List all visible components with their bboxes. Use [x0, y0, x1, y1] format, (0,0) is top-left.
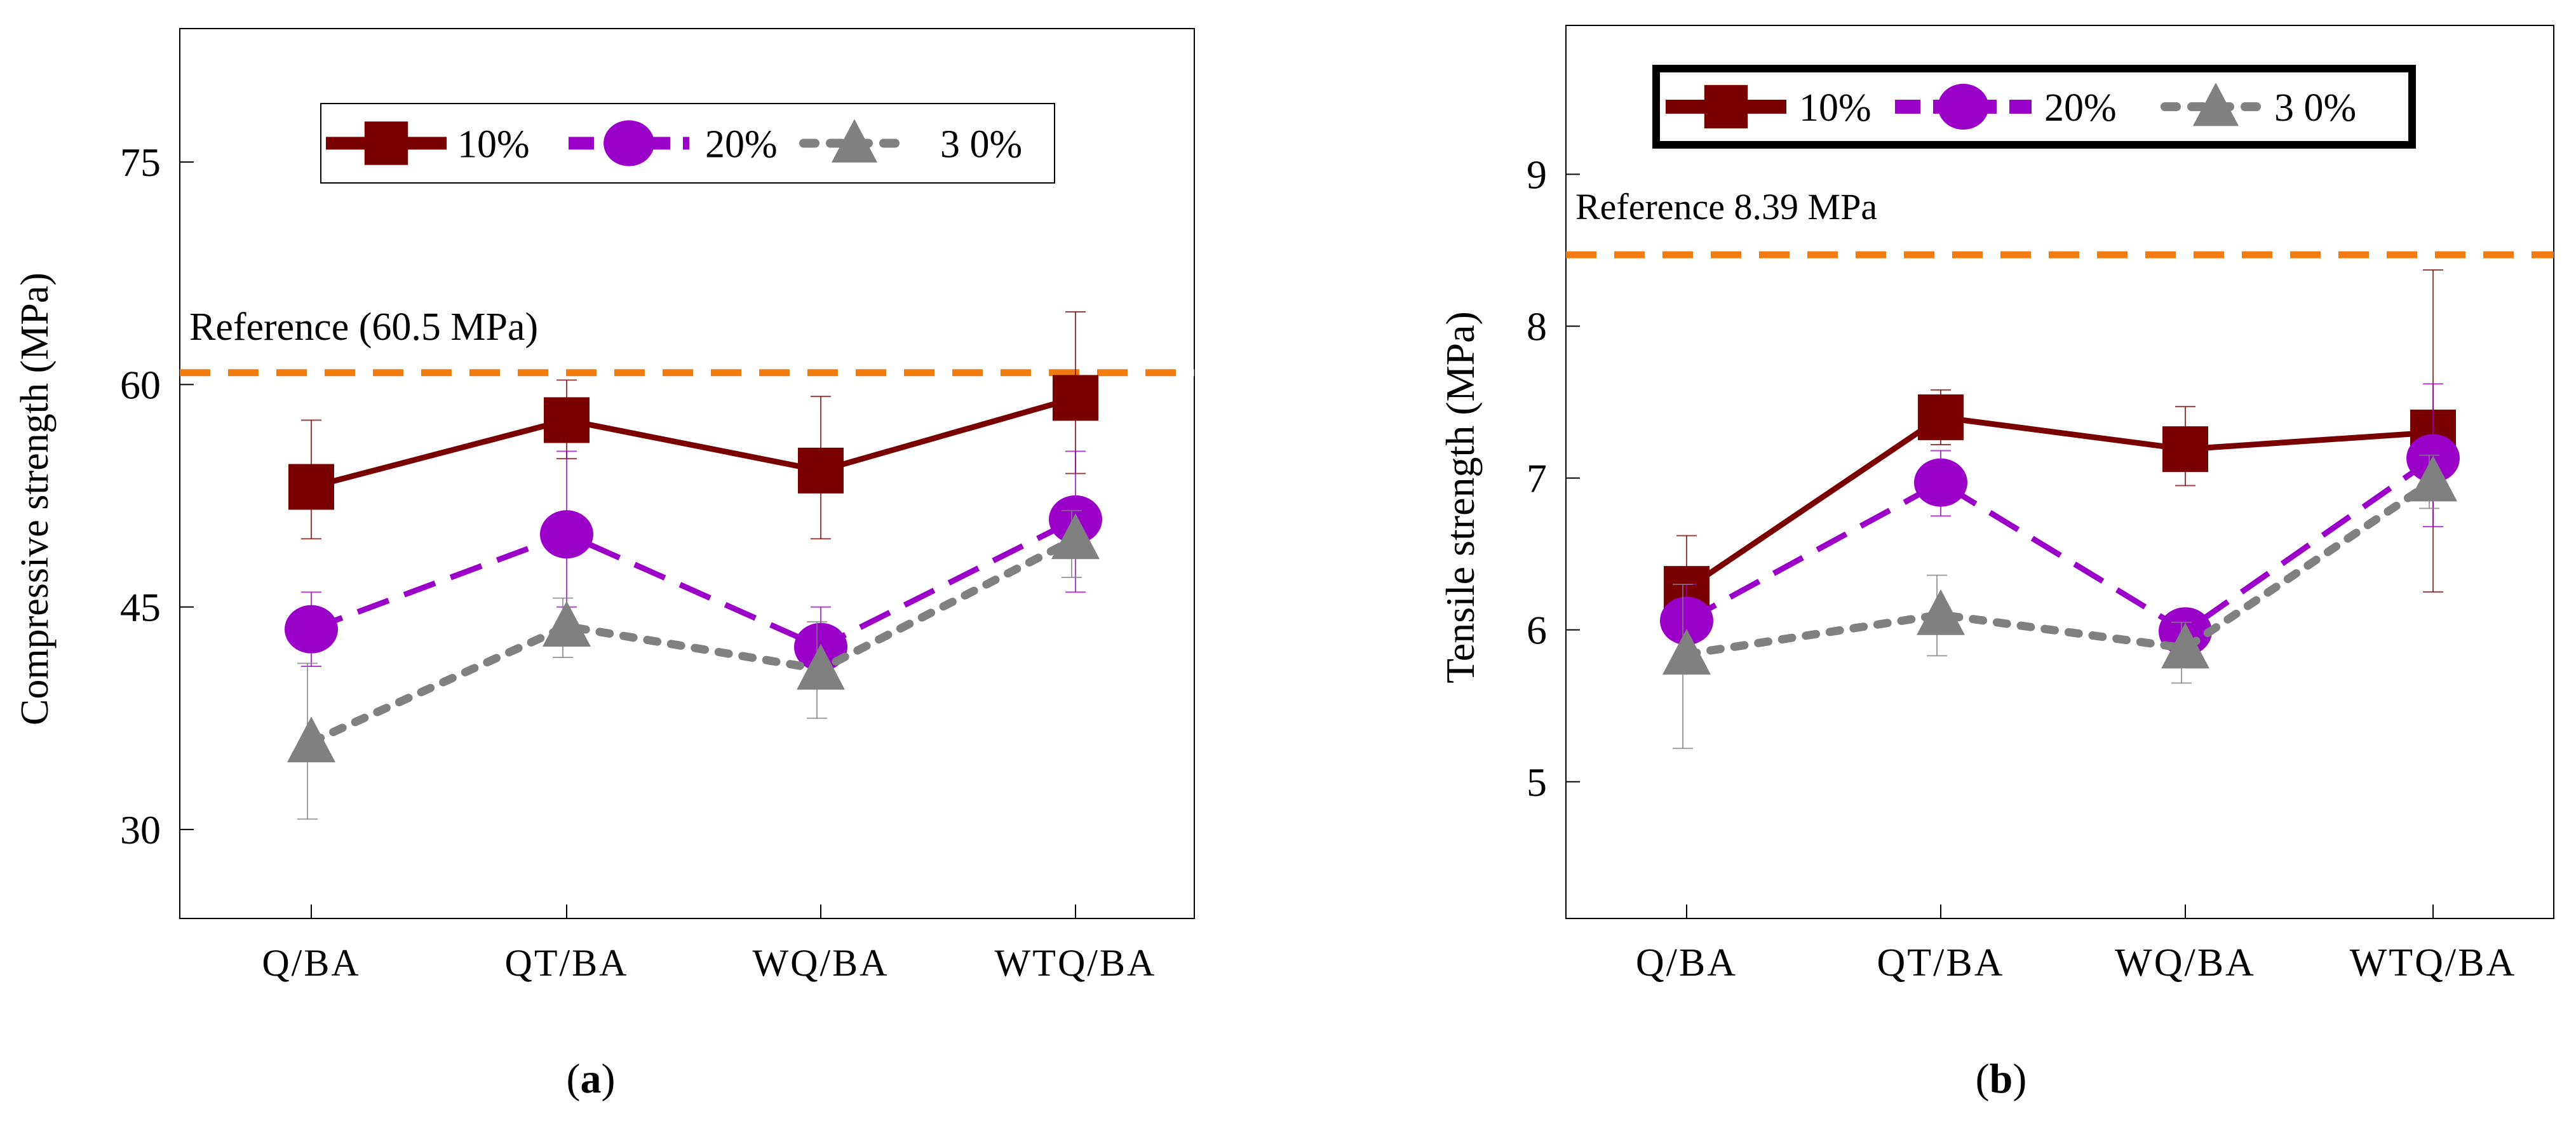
y-axis-label: Compressive strength (MPa): [13, 272, 57, 725]
legend-label: 10%: [1799, 86, 1871, 130]
data-point-marker: [1918, 394, 1964, 440]
legend-marker: [1704, 84, 1748, 129]
y-tick-label: 60: [120, 362, 161, 407]
legend: 10% 20% 3 0%: [320, 103, 1055, 184]
y-tick-label: 30: [120, 807, 161, 852]
data-point-marker: [540, 510, 593, 559]
data-point-marker: [543, 601, 591, 647]
y-tick-label: 5: [1527, 760, 1547, 805]
data-point-marker: [1662, 628, 1711, 675]
y-tick-label: 8: [1527, 304, 1547, 349]
panel-label-open: (: [567, 1056, 581, 1102]
series-2: [1660, 383, 2460, 656]
legend: 10% 20% 3 0%: [1652, 65, 2416, 149]
data-point-marker: [798, 447, 844, 494]
legend-marker: [604, 120, 654, 166]
data-point-marker: [1917, 589, 1965, 635]
x-tick-label: QT/BA: [1877, 941, 2005, 985]
series-line: [1682, 476, 2438, 659]
y-tick-label: 45: [120, 585, 161, 630]
series-3: [287, 509, 1100, 820]
legend-label: 20%: [705, 123, 778, 166]
reference-label: Reference 8.39 MPa: [1575, 186, 1877, 227]
legend-marker: [364, 121, 408, 165]
data-point-marker: [1660, 596, 1713, 645]
panel-label-letter: b: [1990, 1056, 2013, 1102]
y-tick-label: 9: [1527, 152, 1547, 197]
panel-label-close: ): [2013, 1056, 2026, 1102]
panel-label: (b): [1976, 1056, 2027, 1102]
legend-marker: [831, 119, 878, 163]
y-tick-label: 6: [1527, 608, 1547, 653]
data-point-marker: [288, 464, 334, 510]
panel-label-open: (: [1976, 1056, 1990, 1102]
legend-label: 3 0%: [2274, 86, 2356, 130]
data-point-marker: [1914, 458, 1967, 507]
series-line: [310, 516, 1077, 650]
data-point-marker: [797, 643, 845, 690]
series-line: [1685, 414, 2434, 591]
legend-label: 20%: [2044, 86, 2117, 130]
panel-label-close: ): [602, 1056, 616, 1102]
y-tick-label: 7: [1527, 456, 1547, 501]
x-tick-label: Q/BA: [262, 942, 360, 984]
plot-frame: [1565, 25, 2554, 919]
x-tick-label: WTQ/BA: [2350, 941, 2517, 985]
x-tick-label: WTQ/BA: [995, 942, 1157, 984]
y-axis-label: Tensile strength (MPa): [1438, 311, 1483, 683]
x-tick-label: WQ/BA: [753, 942, 889, 984]
data-point-marker: [1051, 513, 1100, 560]
data-point-marker: [2162, 426, 2208, 473]
data-point-marker: [2161, 622, 2209, 669]
series-1: [1664, 269, 2456, 643]
x-tick-label: QT/BA: [505, 942, 629, 984]
series-line: [310, 395, 1077, 490]
legend-marker: [1938, 83, 1989, 130]
data-point-marker: [287, 716, 335, 763]
chart-panel-a: 30 45 60 75 Q/BA QT/BA WQ/BA WTQ/BA Compressive …: [13, 28, 1195, 1102]
data-point-marker: [285, 605, 338, 654]
legend-marker: [2192, 83, 2239, 126]
x-tick-label: WQ/BA: [2115, 941, 2256, 985]
reference-label: Reference (60.5 MPa): [189, 306, 538, 349]
legend-label: 10%: [457, 123, 530, 166]
y-tick-label: 75: [120, 140, 161, 185]
plot-frame: [179, 28, 1195, 919]
legend-label: 3 0%: [940, 123, 1022, 166]
panel-label-letter: a: [581, 1056, 602, 1102]
series-1: [288, 311, 1098, 540]
data-point-marker: [1053, 375, 1098, 421]
panel-label: (a): [567, 1056, 616, 1102]
data-point-marker: [2409, 455, 2457, 502]
series-line: [1685, 455, 2435, 635]
chart-panel-b: 5 6 7 8 9 Q/BA QT/BA WQ/BA WTQ/BA Tensile strengt…: [1438, 25, 2554, 1102]
data-point-marker: [544, 397, 590, 443]
series-line: [307, 534, 1080, 746]
x-tick-label: Q/BA: [1636, 941, 1737, 985]
series-3: [1662, 454, 2457, 750]
